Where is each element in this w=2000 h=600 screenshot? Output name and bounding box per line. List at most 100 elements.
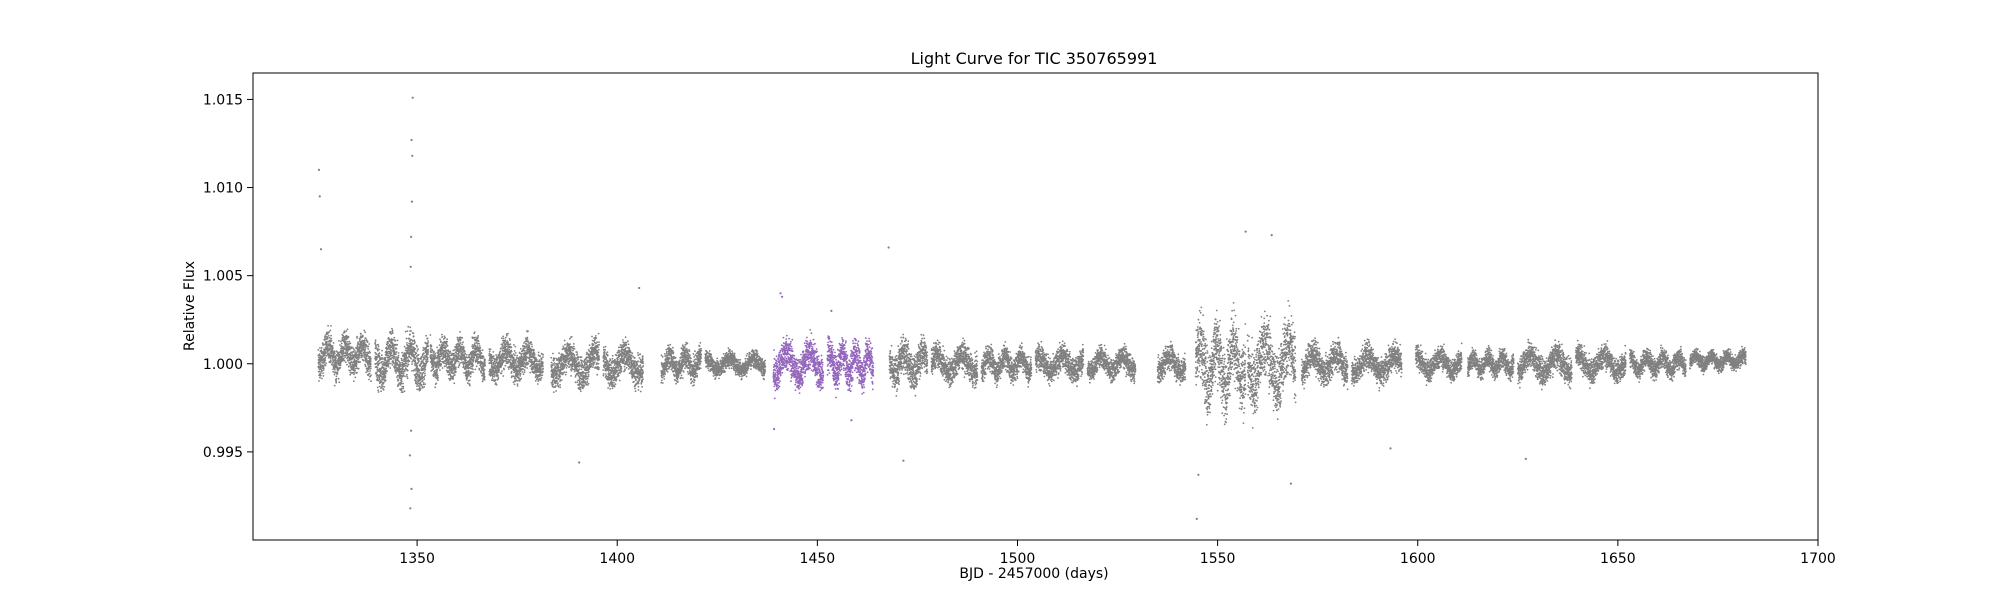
data-point bbox=[454, 366, 457, 369]
data-point bbox=[573, 370, 576, 373]
data-point bbox=[356, 371, 358, 374]
data-point bbox=[320, 354, 322, 357]
data-point bbox=[435, 382, 438, 385]
data-point bbox=[538, 359, 541, 361]
data-point bbox=[328, 331, 331, 333]
data-point bbox=[568, 366, 571, 368]
data-point bbox=[426, 360, 429, 362]
data-point bbox=[369, 365, 372, 368]
data-point bbox=[593, 355, 596, 358]
data-point bbox=[494, 379, 497, 381]
data-point bbox=[416, 385, 418, 387]
data-point bbox=[356, 337, 358, 339]
data-point bbox=[569, 337, 571, 340]
data-point bbox=[577, 356, 580, 359]
data-point bbox=[397, 352, 400, 354]
data-point bbox=[364, 347, 367, 349]
data-point bbox=[413, 368, 416, 371]
data-point bbox=[513, 358, 515, 360]
data-point bbox=[333, 373, 336, 376]
data-point bbox=[420, 363, 423, 365]
data-point bbox=[480, 371, 483, 374]
data-point bbox=[406, 357, 409, 359]
data-point bbox=[384, 375, 387, 377]
data-point bbox=[416, 350, 419, 352]
data-point bbox=[533, 354, 536, 356]
data-point bbox=[597, 346, 600, 348]
data-point bbox=[474, 368, 477, 371]
data-point bbox=[595, 337, 598, 339]
data-point bbox=[530, 341, 533, 344]
data-point bbox=[607, 371, 610, 373]
data-point bbox=[425, 334, 427, 337]
data-point bbox=[501, 344, 504, 347]
data-point bbox=[335, 380, 337, 383]
data-point bbox=[400, 378, 403, 380]
data-point bbox=[363, 329, 366, 332]
data-point bbox=[380, 354, 383, 357]
data-point bbox=[507, 341, 509, 344]
data-point bbox=[502, 337, 505, 340]
data-point bbox=[474, 344, 477, 347]
data-point bbox=[620, 365, 623, 368]
data-point bbox=[384, 356, 387, 359]
data-point bbox=[577, 379, 579, 382]
data-point bbox=[402, 385, 405, 388]
data-point bbox=[445, 363, 448, 366]
data-point bbox=[319, 372, 322, 375]
data-point bbox=[457, 366, 460, 369]
data-point bbox=[446, 340, 448, 343]
data-point bbox=[395, 372, 397, 374]
data-point bbox=[392, 348, 395, 350]
data-point bbox=[411, 363, 413, 365]
data-point bbox=[335, 378, 338, 380]
data-point bbox=[384, 379, 387, 382]
data-point bbox=[513, 344, 515, 346]
data-point bbox=[578, 361, 580, 364]
data-point bbox=[541, 370, 544, 373]
data-point bbox=[354, 350, 356, 352]
data-point bbox=[324, 356, 327, 359]
data-point bbox=[614, 383, 617, 386]
data-point bbox=[555, 385, 557, 387]
data-point bbox=[388, 360, 390, 363]
data-point bbox=[326, 346, 329, 349]
data-point bbox=[331, 362, 334, 364]
data-point bbox=[321, 377, 323, 380]
data-point bbox=[491, 359, 494, 362]
data-point bbox=[377, 343, 380, 346]
data-point bbox=[369, 363, 372, 366]
data-point bbox=[542, 367, 544, 370]
data-point bbox=[510, 350, 513, 353]
data-point bbox=[395, 351, 398, 353]
data-point bbox=[582, 387, 584, 390]
data-point bbox=[437, 379, 439, 382]
data-point bbox=[514, 345, 517, 348]
data-point bbox=[423, 352, 425, 355]
data-point bbox=[339, 361, 342, 364]
data-point bbox=[440, 341, 442, 343]
data-point bbox=[352, 380, 355, 382]
data-point bbox=[400, 380, 403, 383]
data-point bbox=[378, 348, 380, 351]
data-point bbox=[361, 352, 363, 354]
data-point bbox=[477, 340, 480, 343]
data-point bbox=[453, 357, 456, 359]
data-point bbox=[434, 352, 437, 355]
data-point bbox=[445, 346, 447, 348]
data-point bbox=[505, 358, 508, 361]
data-point bbox=[426, 356, 429, 359]
data-point bbox=[500, 365, 502, 368]
data-point bbox=[552, 363, 554, 365]
data-point bbox=[359, 338, 361, 341]
data-point bbox=[325, 354, 328, 357]
data-point bbox=[319, 347, 321, 349]
data-point bbox=[417, 353, 420, 356]
data-point bbox=[542, 362, 544, 364]
data-point bbox=[339, 366, 342, 369]
data-point bbox=[320, 374, 322, 377]
data-point bbox=[449, 350, 452, 353]
data-point bbox=[439, 360, 442, 363]
data-point bbox=[556, 376, 558, 378]
data-point bbox=[474, 342, 476, 345]
